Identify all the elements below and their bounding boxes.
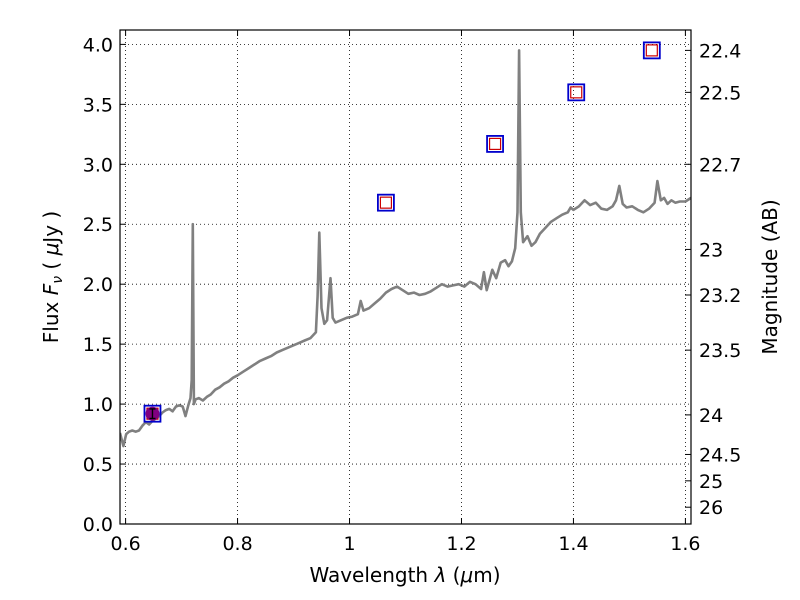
grid-lines xyxy=(120,30,691,525)
y-tick-label: 4.0 xyxy=(83,34,113,56)
y2-tick-label: 23 xyxy=(699,239,723,261)
spectrum-line xyxy=(120,49,691,448)
model-photometry-inner-square xyxy=(645,44,658,57)
x-tick-label: 1.6 xyxy=(670,533,700,555)
plot-frame xyxy=(119,29,692,525)
model-photometry-outer-square xyxy=(486,135,504,153)
axis-ticks xyxy=(120,30,691,525)
x-axis-label: Wavelength λ (μm) xyxy=(309,563,500,587)
model-photometry-outer-square xyxy=(567,83,586,102)
y-tick-label: 0.0 xyxy=(83,514,113,536)
model-photometry-inner-square xyxy=(488,137,502,151)
x-tick-label: 1.2 xyxy=(446,533,476,555)
y-tick-labels: 0.0 0.5 1.0 1.5 2.0 2.5 3.0 3.5 4.0 xyxy=(83,34,113,536)
y-axis-label: Flux Fν ( μJy ) xyxy=(39,211,66,343)
y2-tick-label: 22.7 xyxy=(699,154,741,176)
x-tick-label: 1 xyxy=(343,533,355,555)
y2-tick-label: 24 xyxy=(699,405,723,427)
spectrum-series xyxy=(120,49,691,448)
y-tick-label: 2.0 xyxy=(83,274,113,296)
model-photometry-inner-square xyxy=(570,86,583,99)
x-tick-label: 0.6 xyxy=(110,533,140,555)
photometry-markers xyxy=(143,41,661,423)
y-tick-label: 2.5 xyxy=(83,214,113,236)
y2-tick-label: 23.2 xyxy=(699,285,741,307)
y2-tick-label: 23.5 xyxy=(699,340,741,362)
y-tick-label: 0.5 xyxy=(83,454,113,476)
x-tick-labels: 0.6 0.8 1 1.2 1.4 1.6 xyxy=(110,533,700,555)
model-photometry-outer-square xyxy=(642,41,661,60)
y-tick-label: 1.0 xyxy=(83,394,113,416)
model-photometry-outer-square xyxy=(377,193,395,212)
model-photometry-outer-square xyxy=(143,404,162,423)
y-tick-label: 3.0 xyxy=(83,154,113,176)
y2-tick-label: 25 xyxy=(699,471,723,493)
y2-tick-label: 26 xyxy=(699,497,723,519)
x-tick-label: 1.4 xyxy=(558,533,588,555)
x-tick-label: 0.8 xyxy=(222,533,252,555)
y2-tick-label: 24.5 xyxy=(699,444,741,466)
y-tick-label: 3.5 xyxy=(83,94,113,116)
y2-tick-label: 22.4 xyxy=(699,40,741,62)
y2-axis-label: Magnitude (AB) xyxy=(758,199,782,354)
y2-tick-labels: 22.4 22.5 22.7 23 23.2 23.5 24 24.5 25 26 xyxy=(699,40,741,519)
model-photometry-inner-square xyxy=(379,196,393,209)
y-tick-label: 1.5 xyxy=(83,334,113,356)
y2-tick-label: 22.5 xyxy=(699,82,741,104)
